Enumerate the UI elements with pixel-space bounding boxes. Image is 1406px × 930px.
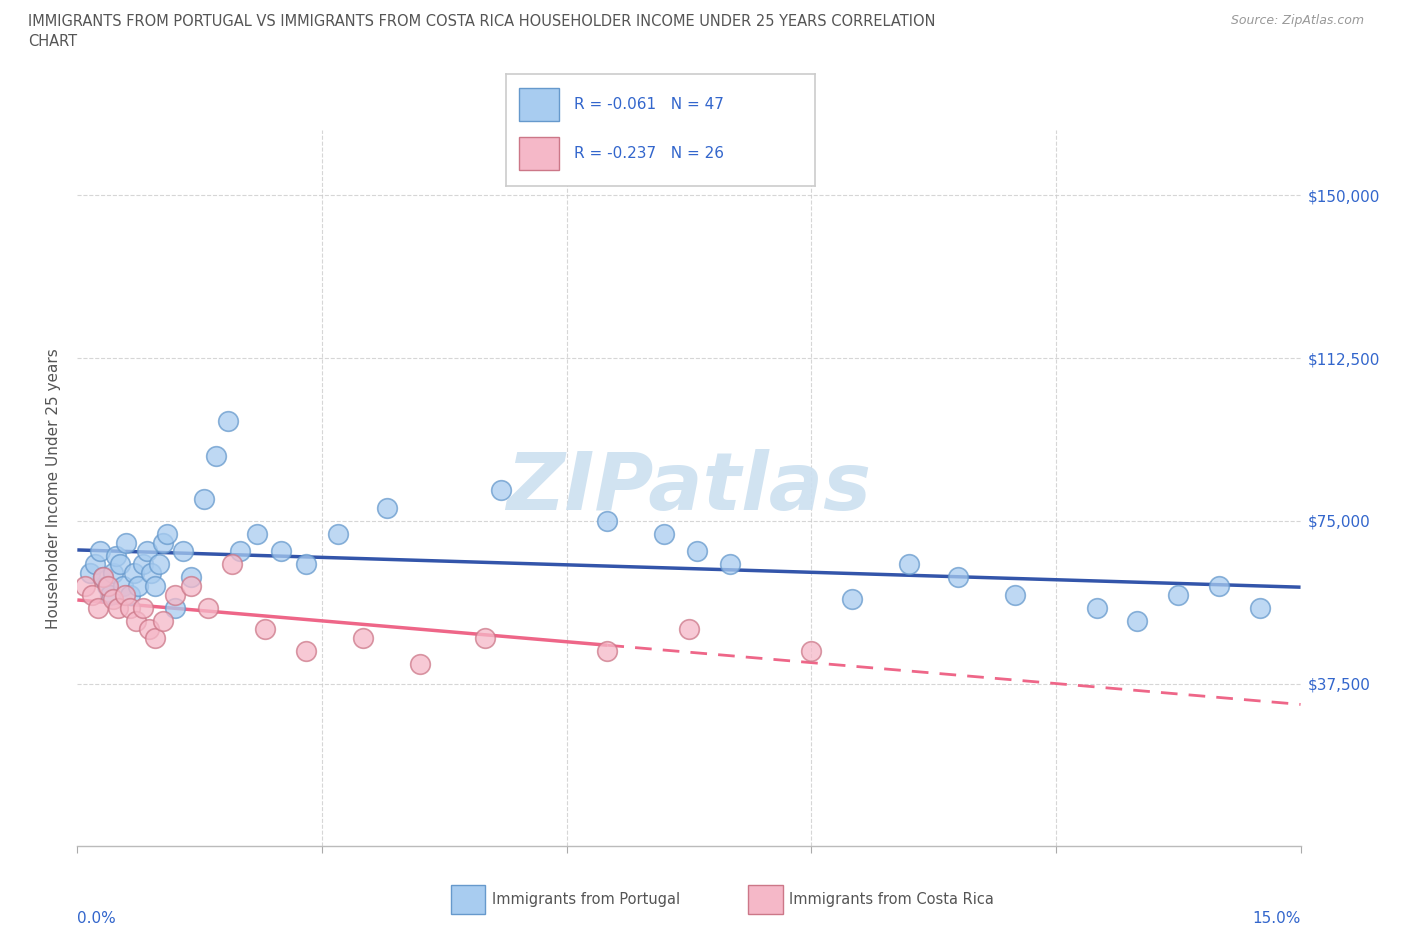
Point [800,644,823,658]
Point [491,483,513,498]
Point [946,570,969,585]
Point [108,557,131,572]
Point [152,613,174,628]
Point [80,587,103,602]
Point [474,631,496,645]
Point [139,565,162,580]
Text: 15.0%: 15.0% [1253,911,1301,926]
Point [596,644,619,658]
Text: IMMIGRANTS FROM PORTUGAL VS IMMIGRANTS FROM COSTA RICA HOUSEHOLDER INCOME UNDER : IMMIGRANTS FROM PORTUGAL VS IMMIGRANTS F… [28,14,935,29]
Point [98,587,121,602]
Point [131,600,153,615]
Bar [451,885,485,914]
Point [115,535,138,550]
Point [107,600,129,615]
Point [156,526,179,541]
Point [103,565,125,580]
Point [138,622,160,637]
Point [253,622,276,637]
Point [97,578,120,593]
Point [103,591,125,606]
Text: Source: ZipAtlas.com: Source: ZipAtlas.com [1230,14,1364,27]
Point [205,448,228,463]
Point [124,565,146,580]
Point [135,544,157,559]
Point [87,600,110,615]
Point [152,535,174,550]
Point [131,557,153,572]
Point [125,613,148,628]
Point [217,414,239,429]
Point [84,557,107,572]
Point [120,600,142,615]
Point [1249,600,1271,615]
Point [165,600,187,615]
Point [1004,587,1026,602]
Point [1085,600,1108,615]
Bar [748,885,783,914]
Point [120,587,142,602]
Text: Immigrants from Portugal: Immigrants from Portugal [492,892,681,908]
Point [93,570,115,585]
Point [678,622,700,637]
Point [229,544,252,559]
Text: ZIPatlas: ZIPatlas [506,449,872,527]
Point [841,591,863,606]
Point [246,526,269,541]
Point [596,513,619,528]
Point [172,544,194,559]
Text: R = -0.237   N = 26: R = -0.237 N = 26 [574,146,724,161]
Point [270,544,292,559]
Point [375,500,398,515]
Point [197,600,219,615]
Bar [519,137,558,170]
Point [686,544,709,559]
Point [96,578,118,593]
Point [180,570,202,585]
Point [148,557,170,572]
Point [165,587,187,602]
Point [105,548,128,563]
Point [1208,578,1230,593]
Point [79,565,101,580]
Point [328,526,350,541]
Point [89,544,111,559]
Point [180,578,202,593]
Point [114,587,136,602]
Bar [519,87,558,121]
Point [718,557,741,572]
Text: Immigrants from Costa Rica: Immigrants from Costa Rica [789,892,994,908]
Point [193,492,215,507]
Point [221,557,243,572]
Point [128,578,150,593]
Point [1167,587,1189,602]
Text: 0.0%: 0.0% [77,911,117,926]
Point [898,557,921,572]
Text: R = -0.061   N = 47: R = -0.061 N = 47 [574,97,724,112]
Point [93,570,115,585]
Point [111,578,134,593]
Point [75,578,97,593]
Point [143,578,166,593]
Y-axis label: Householder Income Under 25 years: Householder Income Under 25 years [46,348,62,629]
Point [143,631,166,645]
Point [294,644,316,658]
Point [294,557,316,572]
Text: CHART: CHART [28,34,77,49]
Point [409,657,432,671]
Point [1126,613,1149,628]
Point [352,631,374,645]
Point [654,526,676,541]
